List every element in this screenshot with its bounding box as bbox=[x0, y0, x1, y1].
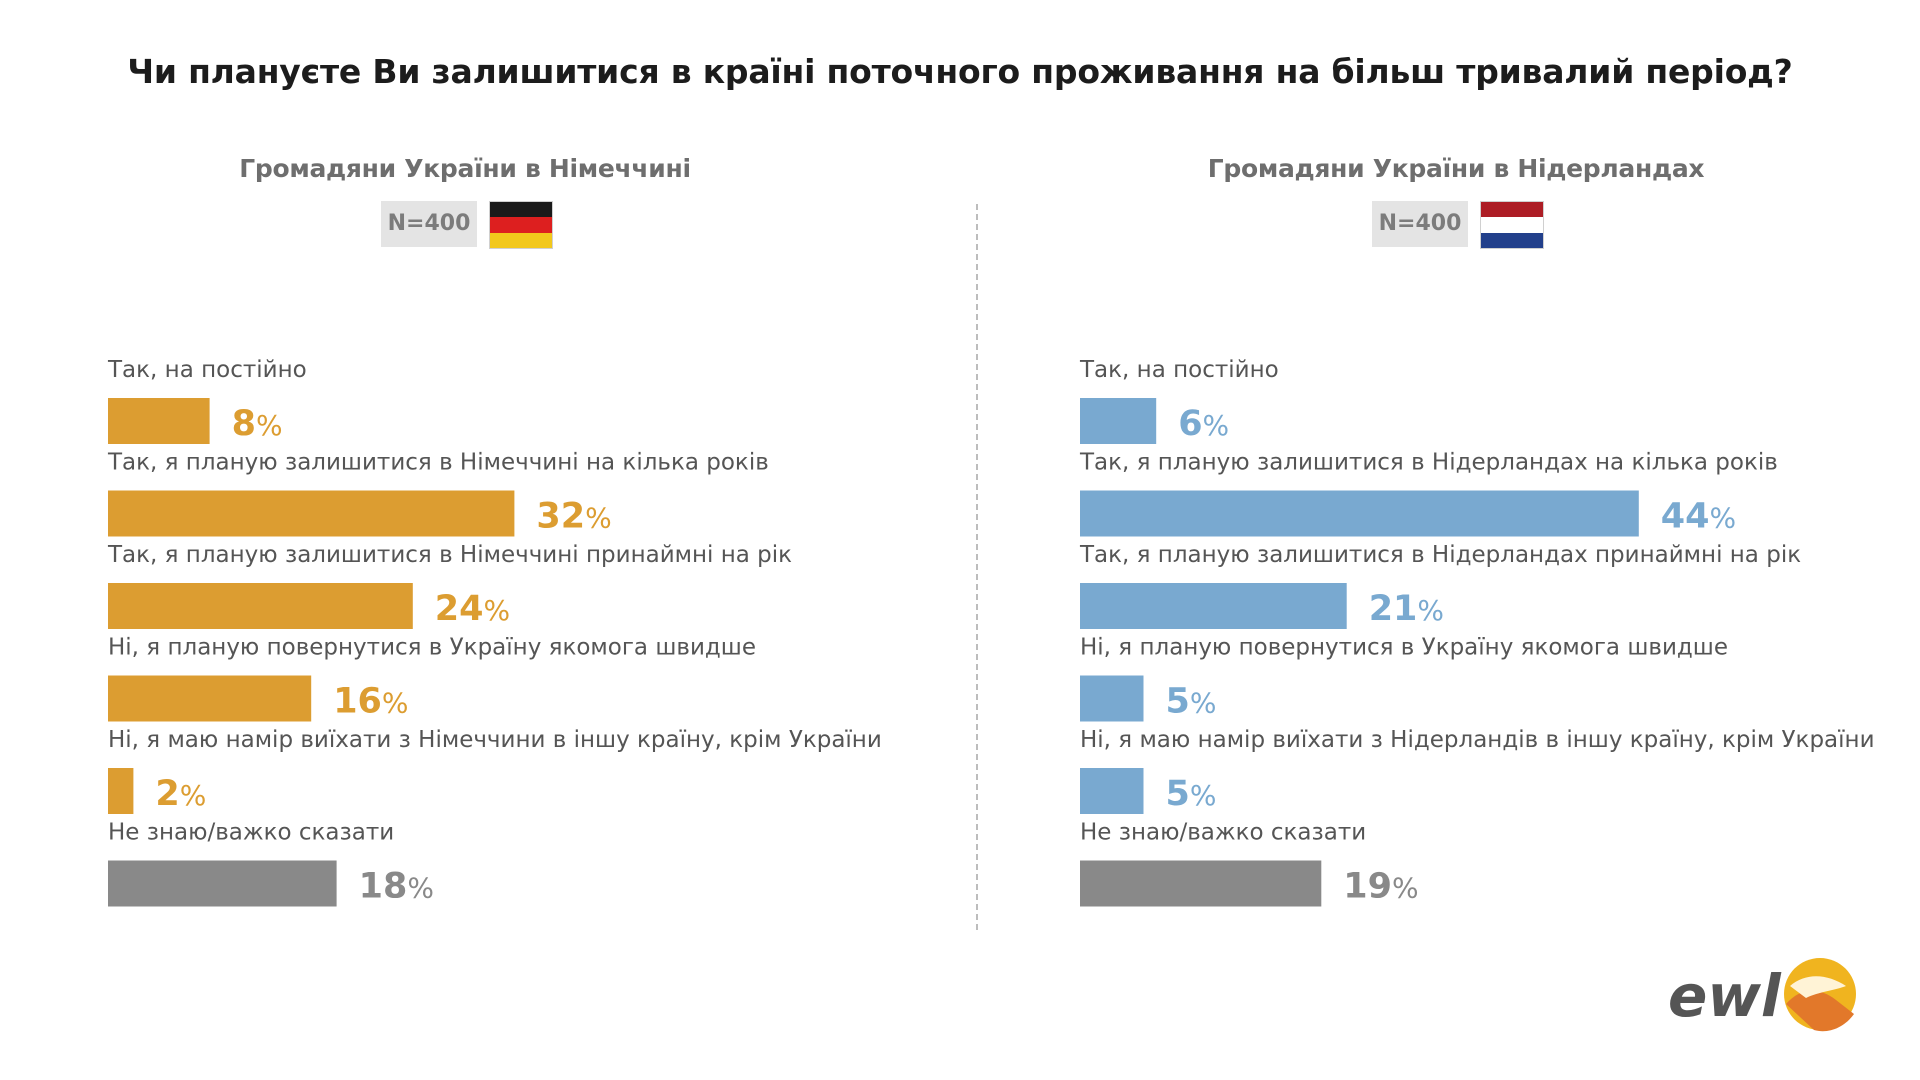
netherlands-data-value: 21 bbox=[1369, 589, 1418, 629]
germany-flag-icon bbox=[489, 201, 553, 249]
germany-percent-sign: % bbox=[180, 779, 207, 812]
germany-percent-sign: % bbox=[585, 502, 612, 535]
netherlands-category-label: Не знаю/важко сказати bbox=[1080, 820, 1366, 846]
netherlands-bar bbox=[1080, 768, 1144, 814]
germany-bar bbox=[108, 675, 312, 722]
netherlands-flag-stripe-bottom bbox=[1481, 232, 1543, 248]
netherlands-percent-sign: % bbox=[1203, 409, 1230, 442]
germany-data-label: 24% bbox=[435, 589, 510, 629]
germany-flag-stripe-middle bbox=[490, 217, 552, 233]
germany-data-value: 18 bbox=[359, 867, 408, 907]
netherlands-data-label: 5% bbox=[1166, 682, 1217, 722]
germany-data-label: 8% bbox=[232, 404, 283, 444]
logo-hand-lower bbox=[1786, 990, 1854, 1032]
germany-sample-size-badge: N=400 bbox=[381, 201, 477, 247]
netherlands-data-label: 21% bbox=[1369, 589, 1444, 629]
netherlands-data-value: 19 bbox=[1343, 867, 1392, 907]
netherlands-category-label: Так, на постійно bbox=[1079, 357, 1279, 383]
germany-data-label: 2% bbox=[155, 774, 206, 814]
netherlands-percent-sign: % bbox=[1710, 502, 1737, 535]
netherlands-percent-sign: % bbox=[1392, 872, 1419, 905]
chart-title: Чи плануєте Ви залишитися в країні поточ… bbox=[127, 52, 1793, 91]
germany-bar bbox=[108, 583, 413, 629]
germany-percent-sign: % bbox=[484, 594, 511, 627]
netherlands-bar bbox=[1080, 398, 1157, 444]
netherlands-percent-sign: % bbox=[1190, 687, 1217, 720]
ewl-logo-text: ewl bbox=[1668, 962, 1782, 1030]
netherlands-data-label: 19% bbox=[1343, 867, 1418, 907]
netherlands-category-label: Ні, я планую повернутися в Україну якомо… bbox=[1080, 635, 1728, 661]
netherlands-bar bbox=[1080, 490, 1639, 537]
germany-percent-sign: % bbox=[382, 687, 409, 720]
netherlands-panel-title: Громадяни України в Нідерландах bbox=[1207, 154, 1705, 183]
germany-data-label: 32% bbox=[536, 497, 611, 537]
netherlands-category-label: Так, я планую залишитися в Нідерландах н… bbox=[1079, 450, 1778, 476]
ewl-logo: ewl bbox=[1668, 958, 1856, 1032]
netherlands-sample-size-badge: N=400 bbox=[1372, 201, 1468, 247]
germany-data-label: 18% bbox=[359, 867, 434, 907]
netherlands-flag-stripe-top bbox=[1481, 202, 1543, 218]
netherlands-data-value: 5 bbox=[1166, 774, 1190, 814]
netherlands-data-label: 6% bbox=[1178, 404, 1229, 444]
netherlands-bar bbox=[1080, 583, 1347, 629]
germany-category-label: Так, на постійно bbox=[107, 357, 307, 383]
netherlands-category-label: Ні, я маю намір виїхати з Нідерландів в … bbox=[1080, 727, 1875, 753]
netherlands-data-value: 44 bbox=[1661, 497, 1710, 537]
germany-data-value: 8 bbox=[232, 404, 256, 444]
germany-category-label: Так, я планую залишитися в Німеччині на … bbox=[107, 450, 769, 476]
germany-panel-title: Громадяни України в Німеччині bbox=[239, 154, 691, 183]
germany-data-value: 16 bbox=[333, 682, 382, 722]
handshake-icon bbox=[1784, 958, 1856, 1032]
germany-category-label: Ні, я планую повернутися в Україну якомо… bbox=[108, 635, 756, 661]
netherlands-bar bbox=[1080, 860, 1322, 907]
germany-data-label: 16% bbox=[333, 682, 408, 722]
panel-divider bbox=[976, 204, 978, 930]
germany-data-value: 32 bbox=[536, 497, 585, 537]
netherlands-bar-chart: Так, на постійно 6% Так, я планую залишити… bbox=[1079, 357, 1875, 907]
germany-percent-sign: % bbox=[256, 409, 283, 442]
germany-bar bbox=[108, 768, 134, 814]
netherlands-data-value: 6 bbox=[1178, 404, 1202, 444]
netherlands-data-label: 5% bbox=[1166, 774, 1217, 814]
netherlands-bar bbox=[1080, 675, 1144, 722]
germany-flag-stripe-bottom bbox=[490, 232, 552, 248]
netherlands-data-value: 5 bbox=[1166, 682, 1190, 722]
netherlands-percent-sign: % bbox=[1417, 594, 1444, 627]
germany-flag-stripe-top bbox=[490, 202, 552, 218]
germany-data-value: 2 bbox=[155, 774, 179, 814]
germany-bar-chart: Так, на постійно 8% Так, я планую залишити… bbox=[107, 357, 882, 907]
germany-category-label: Так, я планую залишитися в Німеччині при… bbox=[107, 542, 792, 568]
germany-percent-sign: % bbox=[407, 872, 434, 905]
netherlands-percent-sign: % bbox=[1190, 779, 1217, 812]
logo-hand-upper bbox=[1790, 976, 1846, 998]
germany-bar bbox=[108, 490, 515, 537]
netherlands-flag-stripe-middle bbox=[1481, 217, 1543, 233]
germany-bar bbox=[108, 860, 337, 907]
netherlands-flag-icon bbox=[1480, 201, 1544, 249]
germany-bar bbox=[108, 398, 210, 444]
netherlands-category-label: Так, я планую залишитися в Нідерландах п… bbox=[1079, 542, 1801, 568]
germany-data-value: 24 bbox=[435, 589, 484, 629]
germany-category-label: Ні, я маю намір виїхати з Німеччини в ін… bbox=[108, 727, 882, 753]
germany-category-label: Не знаю/важко сказати bbox=[108, 820, 394, 846]
netherlands-data-label: 44% bbox=[1661, 497, 1736, 537]
